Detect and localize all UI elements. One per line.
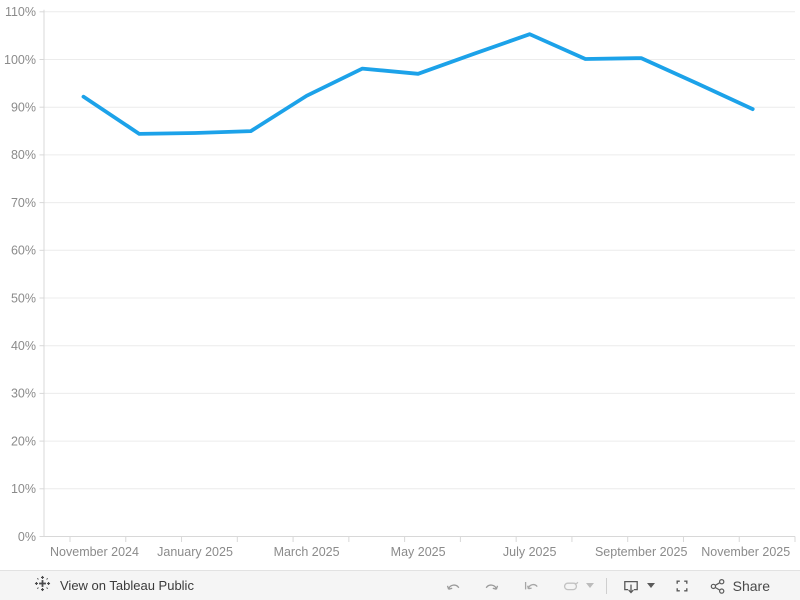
tableau-toolbar: View on Tableau Public (0, 570, 800, 600)
line-chart[interactable]: 0% 10% 20% 30% 40% 50% 60% 70% 80% 90% 100% 110% Nov… (0, 0, 800, 570)
y-axis-label: 40% (11, 339, 36, 353)
x-axis-label: March 2025 (274, 545, 340, 559)
toolbar-divider (605, 577, 607, 594)
y-axis-label: 90% (11, 101, 36, 115)
undo-button[interactable] (444, 577, 462, 595)
download-dropdown-caret-icon (646, 583, 655, 588)
y-axis-label: 50% (11, 291, 36, 305)
x-axis-label: September 2025 (595, 545, 687, 559)
refresh-icon (563, 581, 579, 590)
y-axis-label: 20% (11, 434, 36, 448)
y-axis-label: 100% (4, 53, 36, 67)
undo-icon (446, 583, 459, 590)
revert-button[interactable] (522, 577, 540, 595)
refresh-button[interactable] (561, 577, 594, 595)
y-axis-label: 0% (18, 530, 36, 544)
tableau-logo-icon (34, 575, 51, 597)
y-axis-label: 60% (11, 244, 36, 258)
y-axis-label: 30% (11, 387, 36, 401)
share-button[interactable]: Share (709, 577, 770, 595)
x-axis-label: January 2025 (157, 545, 233, 559)
y-axis-label: 70% (11, 196, 36, 210)
redo-button[interactable] (483, 577, 501, 595)
trend-line[interactable] (81, 32, 755, 136)
refresh-dropdown-caret-icon (585, 583, 594, 588)
share-icon (710, 578, 725, 594)
share-label: Share (732, 577, 770, 594)
x-axis-label: November 2024 (50, 545, 139, 559)
download-button[interactable] (621, 577, 655, 595)
fullscreen-icon (676, 580, 688, 591)
x-axis-label: July 2025 (503, 545, 557, 559)
x-axis-label: November 2025 (701, 545, 790, 559)
fullscreen-button[interactable] (673, 577, 691, 595)
y-axis-label: 110% (5, 5, 36, 19)
y-axis-label: 80% (11, 148, 36, 162)
redo-icon (485, 583, 498, 590)
view-on-tableau-public-link[interactable]: View on Tableau Public (60, 578, 194, 593)
y-axis-label: 10% (11, 482, 36, 496)
x-axis-label: May 2025 (391, 545, 446, 559)
revert-icon (524, 581, 538, 589)
download-icon (623, 580, 638, 593)
